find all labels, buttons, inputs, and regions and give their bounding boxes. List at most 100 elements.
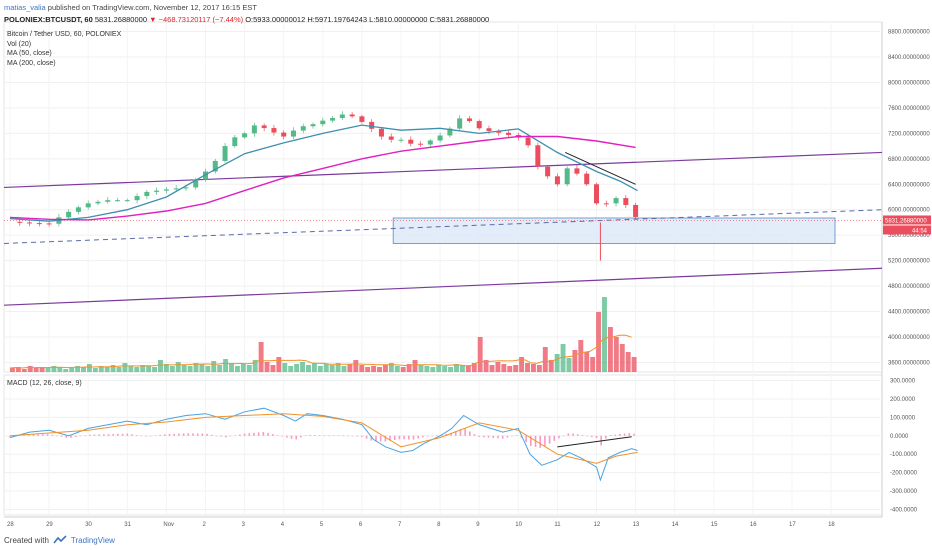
candle-body xyxy=(496,130,502,133)
volume-bar xyxy=(57,367,63,372)
volume-bar xyxy=(21,369,27,372)
legend-vol[interactable]: Vol (20) xyxy=(7,40,32,48)
candle-body xyxy=(281,132,287,137)
candle-body xyxy=(339,114,345,118)
volume-bar xyxy=(400,367,406,372)
macd-histogram-bar xyxy=(473,434,476,436)
candle-body xyxy=(447,128,453,136)
macd-histogram-bar xyxy=(408,435,410,440)
macd-histogram-bar xyxy=(42,434,44,436)
volume-bar xyxy=(465,366,471,372)
macd-histogram-bar xyxy=(318,435,321,436)
candle-body xyxy=(486,128,492,131)
candle-body xyxy=(183,187,189,189)
macd-histogram-bar xyxy=(300,435,302,438)
volume-bar xyxy=(406,364,412,372)
macd-histogram-bar xyxy=(107,434,110,436)
macd-tick-label: -100.0000 xyxy=(890,452,918,458)
macd-histogram-bar xyxy=(478,435,480,437)
volume-bar xyxy=(418,365,424,372)
macd-histogram-bar xyxy=(271,434,274,436)
volume-bar xyxy=(631,357,637,372)
macd-tick-label: -200.0000 xyxy=(890,471,918,477)
macd-histogram-bar xyxy=(304,435,307,436)
price-tick-label: 6800.00000000 xyxy=(888,157,930,163)
candle-body xyxy=(476,121,482,129)
macd-histogram-bar xyxy=(332,435,335,436)
volume-bar xyxy=(104,367,110,372)
candle-body xyxy=(95,201,101,204)
volume-bar xyxy=(169,366,175,372)
time-tick-label: 28 xyxy=(7,522,14,528)
volume-bar xyxy=(613,337,619,372)
macd-histogram-bar xyxy=(605,435,607,439)
macd-histogram-bar xyxy=(511,435,513,437)
volume-bar xyxy=(86,364,92,372)
macd-histogram-bar xyxy=(623,433,626,436)
macd-histogram-bar xyxy=(281,435,283,437)
volume-bar xyxy=(566,358,572,372)
macd-histogram-bar xyxy=(112,433,115,436)
macd-histogram-bar xyxy=(572,433,574,436)
countdown-badge xyxy=(883,225,931,235)
price-change: ▼ −468.73120117 (−7.44%) xyxy=(149,15,244,24)
volume-bar xyxy=(436,365,442,372)
time-tick-label: 16 xyxy=(750,522,757,528)
macd-line xyxy=(9,407,638,482)
macd-histogram-bar xyxy=(131,434,133,436)
macd-histogram-bar xyxy=(628,433,631,436)
volume-bar xyxy=(116,367,122,372)
volume-bar xyxy=(477,337,483,372)
volume-bar xyxy=(134,367,140,372)
macd-histogram-bar xyxy=(262,431,265,436)
footer-brand[interactable]: TradingView xyxy=(70,535,115,545)
candle-body xyxy=(46,223,52,225)
candle-body xyxy=(457,118,463,129)
macd-histogram-bar xyxy=(450,433,452,436)
legend-ma200[interactable]: MA (200, close) xyxy=(7,59,56,67)
macd-histogram-bar xyxy=(337,435,340,436)
volume-bar xyxy=(353,360,359,372)
volume-bar xyxy=(382,365,388,372)
candle-body xyxy=(427,140,433,145)
price-tick-label: 8400.00000000 xyxy=(888,55,930,61)
candle-body xyxy=(554,176,560,185)
time-tick-label: Nov xyxy=(163,522,174,528)
volume-bar xyxy=(542,347,548,372)
macd-histogram-bar xyxy=(614,434,617,436)
macd-histogram-bar xyxy=(84,435,86,436)
volume-bar xyxy=(519,357,525,372)
candle-body xyxy=(388,136,394,140)
time-tick-label: 7 xyxy=(398,522,402,528)
volume-bar xyxy=(98,366,104,372)
candle-body xyxy=(66,211,72,218)
candle-body xyxy=(222,146,228,161)
macd-histogram-bar xyxy=(384,435,387,442)
time-tick-label: 17 xyxy=(789,522,796,528)
volume-bar xyxy=(619,344,625,372)
time-tick-label: 11 xyxy=(554,522,561,528)
macd-histogram-bar xyxy=(32,434,35,436)
macd-histogram-bar xyxy=(487,435,490,438)
macd-histogram-bar xyxy=(168,433,171,436)
macd-histogram-bar xyxy=(562,435,565,437)
volume-bar xyxy=(347,364,353,372)
author-link[interactable]: matias_valia xyxy=(4,3,46,12)
legend-ma50[interactable]: MA (50, close) xyxy=(7,50,52,57)
time-tick-label: 14 xyxy=(672,522,679,528)
price-tick-label: 4000.00000000 xyxy=(888,335,930,341)
time-tick-label: 30 xyxy=(85,522,92,528)
candle-body xyxy=(105,200,111,202)
candle-body xyxy=(251,125,257,134)
legend-pair[interactable]: Bitcoin / Tether USD, 60, POLONIEX xyxy=(7,31,122,38)
macd-legend[interactable]: MACD (12, 26, close, 9) xyxy=(7,380,82,387)
macd-histogram-bar xyxy=(365,435,368,439)
time-tick-label: 10 xyxy=(515,522,522,528)
volume-bar xyxy=(234,366,240,372)
candle-body xyxy=(564,168,570,185)
candle-body xyxy=(330,117,336,121)
macd-histogram-bar xyxy=(51,434,54,436)
volume-bar xyxy=(122,363,128,372)
macd-histogram-bar xyxy=(501,435,504,439)
